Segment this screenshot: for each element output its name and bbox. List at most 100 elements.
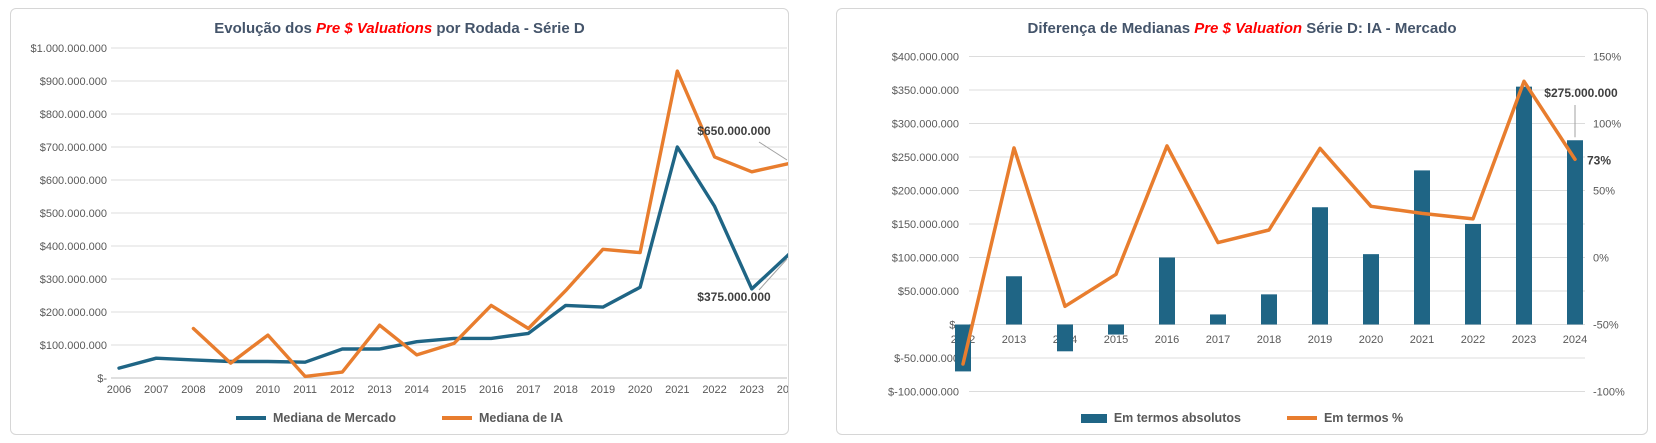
x-tick-label: 2022 [702, 384, 726, 396]
x-tick-label: 2015 [442, 384, 466, 396]
data-label: 73% [1587, 153, 1611, 167]
series-line-pct [961, 79, 1577, 366]
legend-item-mediana-mercado: Mediana de Mercado [236, 411, 396, 425]
right-chart-title: Diferença de Medianas Pre $ Valuation Sé… [837, 20, 1647, 37]
valuation-evolution-line-chart: $1.000.000.000 $900.000.000 $800.000.000 $7… [31, 43, 788, 396]
data-label: $375.000.000 [697, 290, 771, 304]
legend-label-mercado: Mediana de Mercado [273, 411, 396, 425]
right-y-tick-label: 0% [1593, 253, 1609, 265]
x-tick-label: 2024 [1563, 334, 1587, 346]
legend-label-ia: Mediana de IA [478, 411, 563, 425]
left-y-tick-label: $350.000.000 [892, 85, 959, 97]
left-y-tick-label: $150.000.000 [892, 219, 959, 231]
left-y-tick-label: $300.000.000 [892, 119, 959, 131]
bar-2023 [1516, 86, 1532, 325]
x-tick-label: 2017 [516, 384, 540, 396]
left-chart-card: Evolução dos Pre $ Valuations por Rodada… [10, 8, 789, 435]
y-tick-label: $- [97, 373, 107, 385]
left-y-tick-label: $250.000.000 [892, 152, 959, 164]
y-tick-label: $100.000.000 [40, 340, 107, 352]
x-tick-label: 2009 [218, 384, 242, 396]
right-y-tick-label: -100% [1593, 387, 1625, 399]
y-tick-label: $800.000.000 [40, 109, 107, 121]
right-y-tick-label: 100% [1593, 119, 1621, 131]
x-tick-label: 2020 [628, 384, 652, 396]
x-tick-label: 2006 [107, 384, 131, 396]
x-tick-label: 2013 [367, 384, 391, 396]
right-y-tick-label: 150% [1593, 52, 1621, 64]
x-tick-label: 2018 [553, 384, 577, 396]
x-tick-label: 2023 [740, 384, 764, 396]
x-tick-label: 2018 [1257, 334, 1281, 346]
bar-2012 [955, 324, 971, 372]
right-title-highlight: Pre $ Valuation [1194, 20, 1303, 37]
legend-label-pct: Em termos % [1323, 411, 1404, 425]
left-y-tick-label: $200.000.000 [892, 186, 959, 198]
left-title-suffix: por Rodada - Série D [432, 20, 585, 37]
x-tick-label: 2020 [1359, 334, 1383, 346]
median-difference-combo-chart: $400.000.000 $350.000.000 $300.000.000 $250… [888, 52, 1625, 399]
x-tick-label: 2022 [1461, 334, 1485, 346]
right-chart-card: Diferença de Medianas Pre $ Valuation Sé… [836, 8, 1648, 435]
y-tick-label: $1.000.000.000 [31, 43, 107, 55]
bar-2013 [1006, 276, 1022, 325]
x-tick-label: 2019 [1308, 334, 1332, 346]
y-tick-label: $500.000.000 [40, 208, 107, 220]
left-title-prefix: Evolução dos [214, 20, 316, 37]
ia-line-swatch [441, 416, 472, 420]
y-tick-label: $700.000.000 [40, 142, 107, 154]
x-tick-label: 2019 [591, 384, 615, 396]
right-y-tick-label: -50% [1593, 320, 1619, 332]
x-tick-label: 2011 [293, 384, 317, 396]
y-tick-label: $400.000.000 [40, 241, 107, 253]
y-tick-label: $300.000.000 [40, 274, 107, 286]
right-title-suffix: Série D: IA - Mercado [1302, 20, 1457, 37]
left-y-tick-label: $-100.000.000 [888, 387, 959, 399]
x-tick-label: 2021 [1410, 334, 1434, 346]
pct-line-swatch [1286, 416, 1317, 420]
x-tick-label: 2016 [479, 384, 503, 396]
x-tick-label: 2023 [1512, 334, 1536, 346]
left-y-tick-label: $100.000.000 [892, 253, 959, 265]
x-tick-label: 2012 [330, 384, 354, 396]
legend-item-termos-pct: Em termos % [1286, 411, 1404, 425]
bar-2020 [1363, 254, 1379, 325]
bar-2024 [1567, 140, 1583, 325]
right-chart-legend: Em termos absolutos Em termos % [837, 411, 1647, 425]
x-tick-label: 2010 [256, 384, 280, 396]
left-y-tick-label: $400.000.000 [892, 52, 959, 64]
data-label: $275.000.000 [1544, 86, 1618, 100]
x-tick-label: 2021 [665, 384, 689, 396]
y-tick-label: $600.000.000 [40, 175, 107, 187]
mercado-line-swatch [236, 416, 266, 420]
x-tick-label: 2016 [1155, 334, 1179, 346]
bar-2018 [1261, 294, 1277, 325]
left-y-tick-label: $- [949, 320, 959, 332]
bar-2014 [1057, 324, 1073, 352]
x-tick-label: 2013 [1002, 334, 1026, 346]
bar-2017 [1210, 314, 1226, 325]
bar-2015 [1108, 324, 1124, 335]
left-title-highlight: Pre $ Valuations [316, 20, 433, 37]
right-title-prefix: Diferença de Medianas [1027, 20, 1195, 37]
legend-item-mediana-ia: Mediana de IA [441, 411, 563, 425]
left-chart-legend: Mediana de Mercado Mediana de IA [11, 411, 788, 425]
annotation-leader [758, 258, 788, 291]
x-tick-label: 2015 [1104, 334, 1128, 346]
x-tick-label: 2007 [144, 384, 168, 396]
left-y-tick-label: $50.000.000 [898, 286, 959, 298]
legend-item-termos-absolutos: Em termos absolutos [1080, 411, 1241, 425]
bar-2019 [1312, 207, 1328, 325]
legend-label-abs: Em termos absolutos [1113, 411, 1241, 425]
x-tick-label: 2014 [405, 384, 429, 396]
absolute-bar-swatch [1080, 413, 1107, 423]
data-label: $650.000.000 [697, 124, 771, 138]
annotation-leader [758, 141, 788, 161]
bar-2016 [1159, 257, 1175, 325]
bar-2022 [1465, 224, 1481, 325]
y-tick-label: $900.000.000 [40, 76, 107, 88]
bar-2021 [1414, 170, 1430, 325]
left-y-tick-label: $-50.000.000 [894, 353, 959, 365]
x-tick-label: 2008 [181, 384, 205, 396]
series-line-ia [191, 69, 788, 379]
